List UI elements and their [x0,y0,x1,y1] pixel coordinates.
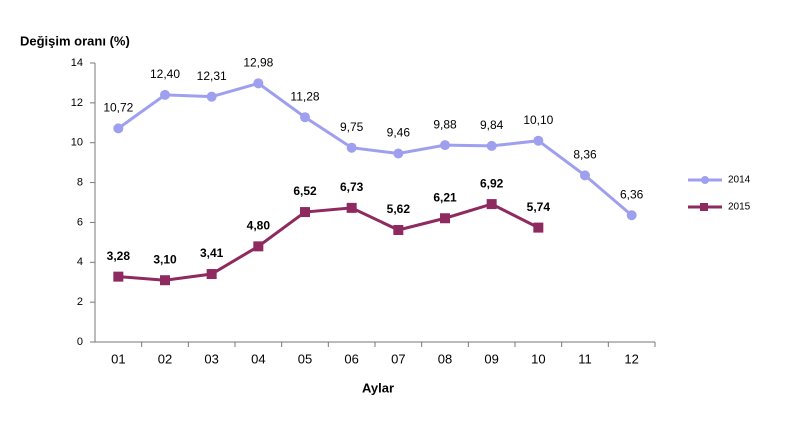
series-line [118,202,540,282]
y-tick-label: 0 [77,336,83,348]
point [300,112,310,123]
data-label: 5,62 [387,202,411,216]
x-axis-label: Aylar [362,380,394,395]
x-tick-label: 08 [438,351,452,366]
point [393,148,404,159]
data-label: 10,72 [103,101,133,115]
x-tick-label: 02 [158,351,172,366]
data-label: 11,28 [290,89,319,103]
x-tick-label: 10 [531,351,545,366]
data-label: 12,31 [197,69,227,83]
data-label: 6,36 [620,187,644,201]
point [393,225,404,236]
point [346,142,357,153]
y-tick-label: 2 [77,296,83,308]
point [626,210,637,221]
data-label: 12,98 [243,55,273,69]
x-tick-label: 04 [251,351,265,366]
data-label: 9,75 [340,120,364,134]
point [113,271,124,282]
data-label: 9,88 [433,117,457,131]
point [533,135,544,146]
point [253,241,264,252]
series-line [117,81,633,217]
legend-marker [701,176,709,184]
x-tick-label: 11 [578,351,592,366]
data-label: 4,80 [247,219,271,233]
y-tick-label: 12 [71,97,83,109]
legend-label: 2014 [728,175,751,186]
point [160,89,170,100]
point [486,199,497,210]
data-label: 6,73 [340,180,364,194]
data-label: 9,84 [480,118,504,132]
point [486,140,497,151]
x-tick-label: 05 [298,351,312,366]
point [206,269,217,280]
point [300,207,310,218]
point [160,275,170,286]
point [206,91,217,102]
data-label: 6,92 [480,176,504,190]
y-axis-label: Değişim oranı (%) [20,33,130,48]
data-label: 10,10 [523,113,553,127]
y-tick-label: 4 [77,256,83,268]
data-label: 6,21 [433,190,457,204]
data-label: 8,36 [573,148,597,162]
data-label: 6,52 [293,184,317,198]
point [533,222,544,233]
y-tick-label: 6 [77,216,83,228]
data-label: 9,46 [387,126,411,140]
point [346,202,357,213]
point [113,123,124,134]
x-tick-label: 06 [344,351,358,366]
point [440,213,450,224]
x-tick-label: 01 [111,351,125,366]
y-tick-label: 14 [71,57,83,69]
x-tick-label: 03 [204,351,218,366]
x-tick-label: 12 [624,351,638,366]
x-tick-label: 09 [484,351,498,366]
legend-label: 2015 [728,202,751,213]
data-label: 3,41 [200,246,224,260]
data-label: 3,10 [153,252,177,266]
legend-marker [700,203,708,211]
data-label: 3,28 [107,249,131,263]
y-tick-label: 10 [71,137,83,149]
data-label: 12,40 [150,67,180,81]
point [253,78,264,89]
point [440,140,450,151]
y-tick-label: 8 [77,176,83,188]
data-label: 5,74 [527,200,551,214]
point [580,170,590,181]
x-tick-label: 07 [391,351,405,366]
